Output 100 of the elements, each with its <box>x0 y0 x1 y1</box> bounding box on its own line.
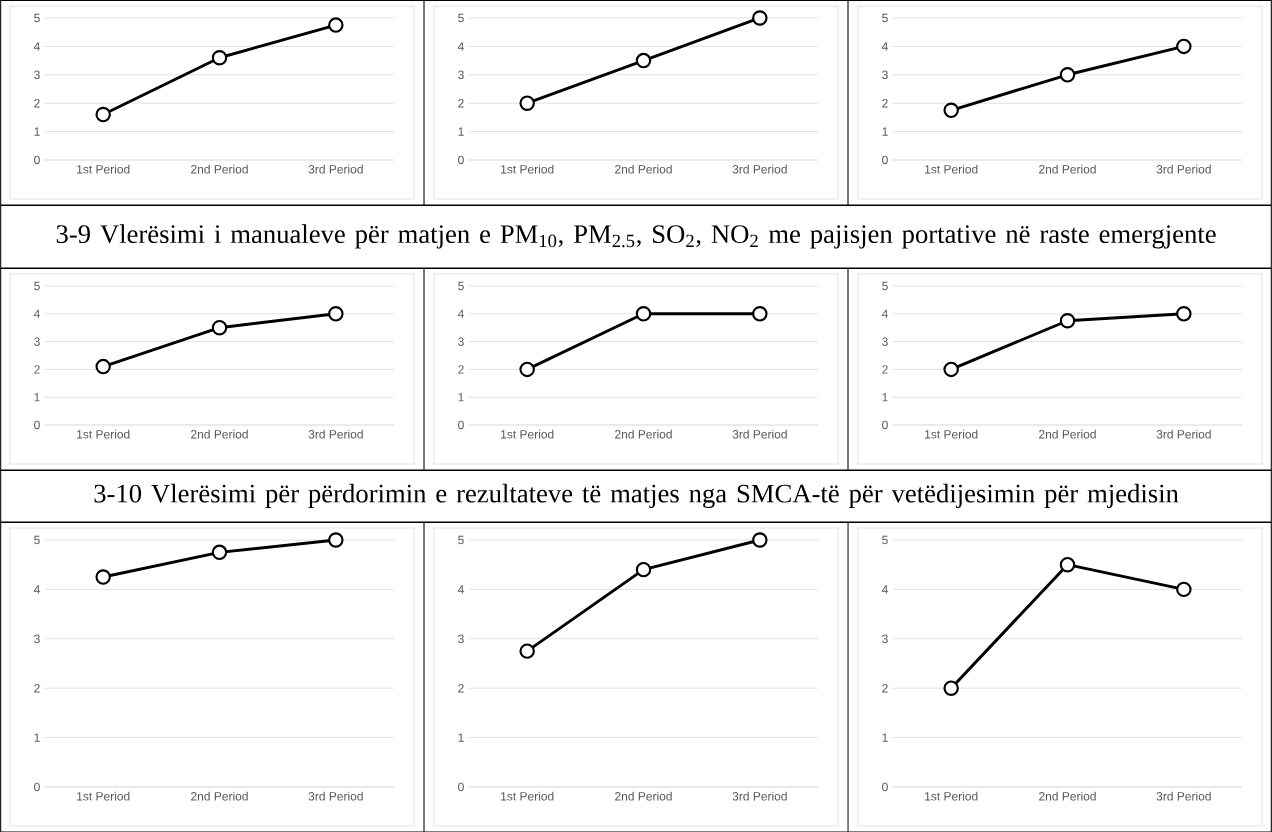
text: 3-10 Vlerësimi për përdorimin e rezultateve të matjes nga SMCA-të për vetëdijesimin për mjedisin <box>94 483 1179 509</box>
point <box>1176 581 1192 598</box>
point <box>1176 38 1192 55</box>
x-tick-label: 2nd Period <box>191 164 248 174</box>
point <box>635 561 652 578</box>
x-tick-label: 2nd Period <box>615 791 672 801</box>
y-tick-label: 5 <box>34 13 40 23</box>
point <box>635 52 652 69</box>
x-tick-label: 1st Period <box>501 429 554 439</box>
y-tick-label: 4 <box>881 585 888 594</box>
y-tick-label: 4 <box>881 309 888 318</box>
y-tick-label: 3 <box>458 634 464 644</box>
x-tick-label: 3rd Period <box>308 164 363 174</box>
y-tick-label: 0 <box>882 155 888 165</box>
x-tick-label: 2nd Period <box>615 164 672 174</box>
x-tick-label: 3rd Period <box>308 791 363 801</box>
y-tick-label: 1 <box>34 393 40 402</box>
y-tick-label: 0 <box>882 420 888 430</box>
x-tick-label: 1st Period <box>77 791 130 801</box>
point <box>519 95 535 111</box>
x-tick-label: 1st Period <box>925 164 978 174</box>
y-tick-label: 4 <box>457 42 464 51</box>
y-tick-label: 4 <box>33 42 40 51</box>
y-tick-label: 2 <box>882 99 888 108</box>
y-tick-label: 5 <box>882 13 888 23</box>
x-tick-label: 3rd Period <box>732 429 787 439</box>
point <box>328 532 344 548</box>
point <box>95 106 111 123</box>
y-tick-label: 5 <box>458 535 464 545</box>
x-tick-label: 2nd Period <box>191 429 248 439</box>
x-tick-label: 2nd Period <box>615 429 672 439</box>
y-tick-label: 3 <box>882 634 888 644</box>
y-tick-label: 5 <box>882 281 888 291</box>
y-tick-label: 1 <box>458 733 464 742</box>
y-tick-label: 4 <box>33 309 40 318</box>
point <box>943 680 959 696</box>
x-tick-label: 1st Period <box>501 791 554 801</box>
y-tick-label: 1 <box>458 127 464 136</box>
y-tick-label: 3 <box>458 70 464 80</box>
y-tick-label: 3 <box>882 70 888 80</box>
y-tick-label: 0 <box>34 782 40 792</box>
x-tick-label: 2nd Period <box>191 791 248 801</box>
y-tick-label: 0 <box>882 782 888 792</box>
y-tick-label: 2 <box>458 99 464 108</box>
x-tick-label: 3rd Period <box>732 164 787 174</box>
y-tick-label: 5 <box>34 281 40 291</box>
y-tick-label: 3 <box>34 337 40 346</box>
x-tick-label: 3rd Period <box>732 791 787 801</box>
x-tick-label: 1st Period <box>501 164 554 174</box>
y-tick-label: 0 <box>458 782 464 792</box>
point <box>211 319 228 336</box>
y-tick-label: 0 <box>458 420 464 430</box>
x-tick-label: 1st Period <box>77 429 130 439</box>
point <box>211 50 228 66</box>
x-tick-label: 1st Period <box>77 164 130 174</box>
x-tick-label: 1st Period <box>925 429 978 439</box>
y-tick-label: 5 <box>34 535 40 545</box>
point <box>1059 67 1076 83</box>
y-tick-label: 3 <box>34 70 40 80</box>
x-tick-label: 2nd Period <box>1039 429 1096 439</box>
y-tick-label: 0 <box>458 155 464 165</box>
y-tick-label: 2 <box>458 683 464 693</box>
point <box>1059 556 1076 573</box>
y-tick-label: 2 <box>34 683 40 693</box>
x-tick-label: 2nd Period <box>1039 164 1096 174</box>
point <box>752 10 768 26</box>
x-tick-label: 3rd Period <box>1156 164 1211 174</box>
y-tick-label: 3 <box>882 337 888 346</box>
y-tick-label: 3 <box>34 634 40 644</box>
point <box>943 361 959 378</box>
y-tick-label: 4 <box>881 42 888 51</box>
y-tick-label: 0 <box>34 420 40 430</box>
point <box>752 532 768 548</box>
y-tick-label: 1 <box>458 393 464 402</box>
y-tick-label: 1 <box>34 127 40 136</box>
y-tick-label: 1 <box>882 733 888 742</box>
point <box>519 643 535 659</box>
y-tick-label: 4 <box>457 309 464 318</box>
x-tick-label: 1st Period <box>925 791 978 801</box>
point <box>211 544 228 561</box>
x-tick-label: 3rd Period <box>1156 791 1211 801</box>
y-tick-label: 2 <box>34 99 40 108</box>
chart-title: 3-9 Vlerësimi i manualeve për matjen e PM$_{10}$, PM$_{2.5}$, SO$_{2}$, NO$_{2}$ me pajisjen portative në raste emergjente <box>56 224 1216 249</box>
y-tick-label: 2 <box>882 365 888 374</box>
y-tick-label: 2 <box>34 365 40 374</box>
x-tick-label: 3rd Period <box>1156 429 1211 439</box>
y-tick-label: 4 <box>33 585 40 594</box>
y-tick-label: 1 <box>882 393 888 402</box>
y-tick-label: 1 <box>882 127 888 136</box>
y-tick-label: 5 <box>458 13 464 23</box>
y-tick-label: 2 <box>458 365 464 374</box>
y-tick-label: 0 <box>34 155 40 165</box>
y-tick-label: 2 <box>882 683 888 693</box>
point <box>95 569 111 585</box>
point <box>328 17 344 33</box>
point <box>1059 313 1076 329</box>
point <box>95 358 111 375</box>
y-tick-label: 5 <box>882 535 888 545</box>
y-tick-label: 5 <box>458 281 464 291</box>
y-tick-label: 4 <box>457 585 464 594</box>
